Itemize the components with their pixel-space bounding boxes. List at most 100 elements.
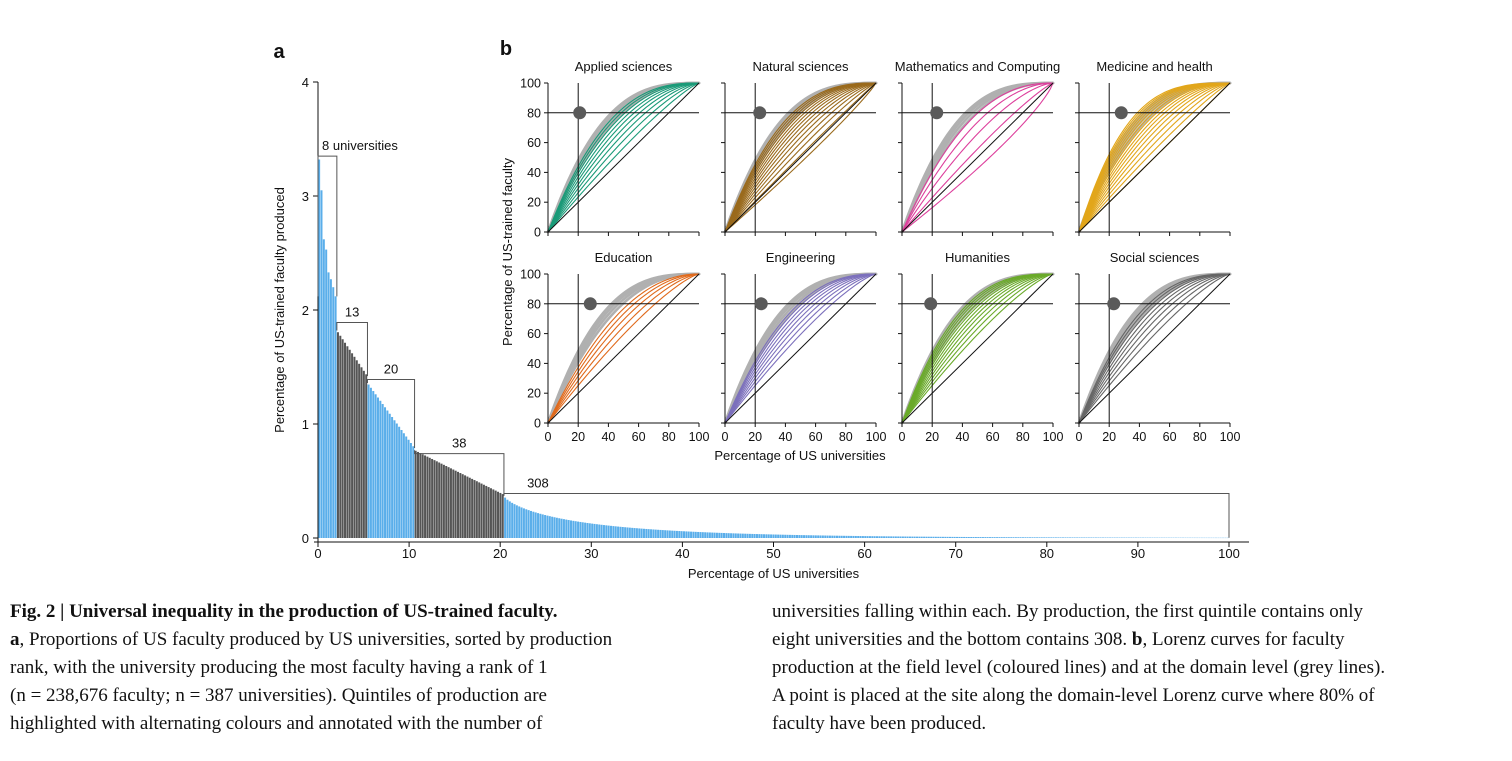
caption-line-9: faculty have been produced. <box>772 713 987 734</box>
field-lorenz-line <box>547 82 700 233</box>
bar <box>1080 537 1083 538</box>
bar <box>934 536 937 538</box>
bar <box>638 528 641 538</box>
y-axis-label-b: Percentage of US-trained faculty <box>500 158 515 346</box>
bars <box>318 159 1229 539</box>
point-80-percent <box>1107 297 1121 311</box>
bar <box>1045 537 1048 538</box>
lorenz-y-tick-label: 0 <box>534 417 541 431</box>
bar <box>579 521 582 538</box>
bar <box>956 536 959 538</box>
bar <box>1069 537 1072 538</box>
bar <box>553 517 556 538</box>
bar <box>984 537 987 538</box>
bar <box>668 530 671 538</box>
bar <box>332 287 335 538</box>
field-lorenz-line <box>1078 273 1230 424</box>
bar <box>635 528 638 538</box>
field-lorenz-line <box>547 82 700 233</box>
bar <box>843 535 846 538</box>
bar <box>965 536 968 538</box>
bar <box>814 535 817 538</box>
bar <box>365 374 368 538</box>
bar <box>911 536 914 538</box>
bar <box>885 536 888 538</box>
bar <box>499 492 502 538</box>
field-lorenz-line <box>1078 82 1230 233</box>
bar <box>803 535 806 538</box>
bar <box>986 537 989 538</box>
bar <box>906 536 909 538</box>
panel-b-label: b <box>500 38 512 60</box>
bar <box>744 533 747 538</box>
bar <box>868 536 871 538</box>
lorenz-x-tick-label: 60 <box>809 430 823 444</box>
bar <box>711 532 714 538</box>
bar <box>461 474 464 538</box>
panel-a-label: a <box>273 41 285 63</box>
field-lorenz-line <box>901 82 1054 233</box>
bar <box>508 501 511 538</box>
lorenz-panel: Natural sciences <box>721 59 878 236</box>
x-tick-label-a: 90 <box>1131 546 1145 561</box>
bar <box>795 535 798 538</box>
x-axis-label-a: Percentage of US universities <box>688 566 860 581</box>
bar <box>1019 537 1022 538</box>
bar <box>534 512 537 538</box>
field-lorenz-line <box>547 82 700 233</box>
field-lorenz-line <box>1078 273 1231 424</box>
bar <box>690 531 693 538</box>
caption-line-4: highlighted with alternating colours and… <box>10 713 543 734</box>
bar <box>548 516 551 538</box>
bar <box>501 494 504 538</box>
lorenz-x-tick-label: 60 <box>986 430 1000 444</box>
lorenz-x-tick-label: 0 <box>1076 430 1083 444</box>
bar <box>619 526 622 538</box>
y-tick-label-a: 0 <box>302 531 309 546</box>
quintile-label: 8 universities <box>322 138 398 153</box>
bar <box>948 536 951 538</box>
bar <box>819 535 822 538</box>
bar <box>447 467 450 538</box>
bar <box>442 464 445 538</box>
field-lorenz-line <box>901 273 1054 424</box>
lorenz-y-tick-label: 60 <box>527 327 541 341</box>
field-lorenz-line <box>901 273 1054 424</box>
bar <box>887 536 890 538</box>
bar <box>652 529 655 538</box>
bar <box>979 537 982 538</box>
bar <box>593 523 596 538</box>
bar <box>572 520 575 538</box>
lorenz-panel: Mathematics and Computing <box>895 59 1060 236</box>
bar <box>497 491 500 538</box>
bar <box>588 523 591 538</box>
bar <box>1038 537 1041 538</box>
lorenz-panel-title: Education <box>595 250 653 265</box>
bar <box>974 537 977 538</box>
bar <box>485 485 488 538</box>
quintile-label: 13 <box>345 305 359 320</box>
bar <box>682 531 685 538</box>
bar <box>626 527 629 538</box>
x-tick-label-a: 20 <box>493 546 507 561</box>
bar <box>727 533 730 538</box>
bar <box>941 536 944 538</box>
bar <box>555 517 558 538</box>
bar <box>551 516 554 538</box>
bar <box>605 525 608 538</box>
bar <box>318 159 321 538</box>
bar <box>666 530 669 538</box>
field-lorenz-line <box>547 82 700 233</box>
field-lorenz-line <box>901 273 1054 424</box>
bar <box>654 529 657 538</box>
bar <box>908 536 911 538</box>
field-lorenz-line <box>724 82 877 233</box>
bar <box>494 490 497 538</box>
bar <box>355 360 358 538</box>
bar <box>937 536 940 538</box>
bar <box>685 531 688 538</box>
lorenz-panel-title: Engineering <box>766 250 835 265</box>
domain-lorenz-line <box>1077 272 1232 425</box>
equality-diagonal <box>724 273 877 424</box>
bar <box>398 426 401 538</box>
